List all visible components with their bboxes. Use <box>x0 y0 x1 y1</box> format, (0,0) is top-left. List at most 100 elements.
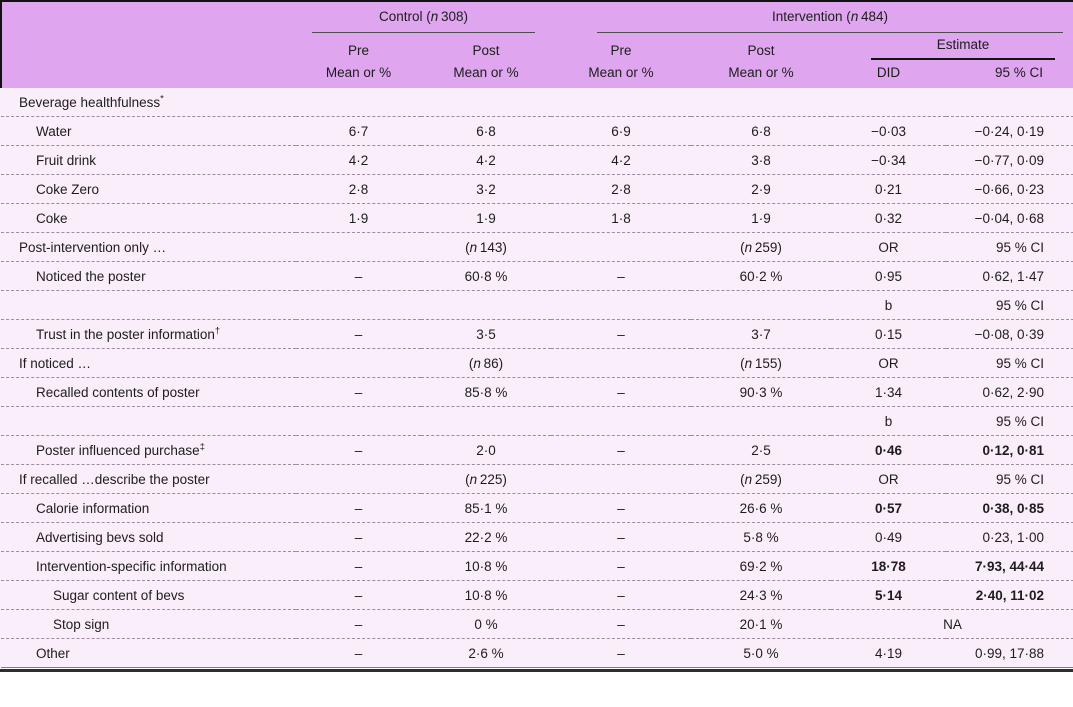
control-pre-cell: – <box>296 435 421 465</box>
table-row: If noticed … (n 86) (n 155) OR 95 % CI <box>1 348 1073 378</box>
row-label: Other <box>1 638 296 668</box>
table-row: Recalled contents of poster –85·8 % –90·3 … <box>1 377 1073 407</box>
intervention-pre-cell <box>551 464 692 494</box>
intervention-post-cell: 69·2 % <box>691 551 832 581</box>
ci-cell: 0·12, 0·81 <box>946 435 1073 465</box>
control-post-cell: 3·5 <box>421 319 552 349</box>
estimate-na-cell: NA <box>831 609 1073 639</box>
control-post-cell: 3·2 <box>421 174 552 204</box>
intervention-post-units: Mean or % <box>728 65 794 80</box>
intervention-post-cell: 5·8 % <box>691 522 832 552</box>
control-pre-cell: – <box>296 319 421 349</box>
control-post-cell: 10·8 % <box>421 580 552 610</box>
control-pre-cell: – <box>296 551 421 581</box>
header-units-row: Mean or % Mean or % Mean or % Mean or % … <box>1 60 1073 88</box>
ci-cell: −0·24, 0·19 <box>946 116 1073 146</box>
control-pre-cell: – <box>296 580 421 610</box>
row-label: Coke Zero <box>1 174 296 204</box>
did-cell: −0·03 <box>831 116 947 146</box>
row-label: Beverage healthfulness* <box>19 93 164 110</box>
table-row: b 95 % CI <box>1 406 1073 436</box>
header-spacer <box>1 33 296 60</box>
row-label: Intervention-specific information <box>1 551 296 581</box>
intervention-pre-cell: 1·8 <box>551 203 692 233</box>
intervention-post-cell: 3·8 <box>691 145 832 175</box>
ci-cell: 0·38, 0·85 <box>946 493 1073 523</box>
control-post-cell <box>421 406 552 436</box>
header-spacer <box>1 60 296 88</box>
ci-cell: −0·08, 0·39 <box>946 319 1073 349</box>
row-label: Trust in the poster information† <box>1 319 296 349</box>
control-pre-cell: 6·7 <box>296 116 421 146</box>
control-pre-cell: – <box>296 377 421 407</box>
control-pre-cell: – <box>296 522 421 552</box>
row-label: Fruit drink <box>1 145 296 175</box>
control-group-label: Control (n 308) <box>312 2 536 33</box>
table-row: Coke 1·9 1·9 1·8 1·9 0·32 −0·04, 0·68 <box>1 203 1073 233</box>
did-cell: 5·14 <box>831 580 947 610</box>
did-cell: 0·32 <box>831 203 947 233</box>
control-post-units: Mean or % <box>453 65 519 80</box>
intervention-post-cell: 26·6 % <box>691 493 832 523</box>
table-row: Calorie information –85·1 % –26·6 % 0·57 0·3… <box>1 493 1073 523</box>
intervention-pre-cell: – <box>551 580 692 610</box>
intervention-post-cell <box>691 406 832 436</box>
intervention-post-cell <box>691 88 831 117</box>
intervention-pre-cell: 4·2 <box>551 145 692 175</box>
table-row: If recalled …describe the poster (n 225) (… <box>1 464 1073 494</box>
intervention-post-cell: 24·3 % <box>691 580 832 610</box>
ci-cell: 95 % CI <box>946 348 1073 378</box>
row-label: Poster influenced purchase‡ <box>1 435 296 465</box>
did-cell: −0·34 <box>831 145 947 175</box>
intervention-post-cell: 2·9 <box>691 174 832 204</box>
ci-cell: 7·93, 44·44 <box>946 551 1073 581</box>
ci-cell: 95 % CI <box>946 464 1073 494</box>
control-pre-cell: – <box>296 638 421 668</box>
intervention-post-cell: 6·8 <box>691 116 832 146</box>
control-pre-cell <box>296 290 421 320</box>
header-sub-row: Pre Post Pre Post Estimate <box>1 33 1073 60</box>
did-cell: OR <box>831 464 947 494</box>
control-post-cell: (n 86) <box>421 348 552 378</box>
table-row: Poster influenced purchase‡ –2·0–2·5 0·46 0… <box>1 435 1073 465</box>
intervention-pre-cell <box>551 290 692 320</box>
table-row: Post-intervention only … (n 143) (n 259) OR… <box>1 232 1073 262</box>
ci-cell: −0·77, 0·09 <box>946 145 1073 175</box>
control-group-header-cell: Control (n 308) <box>296 1 551 33</box>
intervention-post-cell: 1·9 <box>691 203 832 233</box>
control-post-cell: 2·6 % <box>421 638 552 668</box>
control-pre-cell <box>296 232 421 262</box>
intervention-pre-units: Mean or % <box>588 65 654 80</box>
table-row: Other –2·6 % –5·0 % 4·19 0·99, 17·88 <box>1 638 1073 668</box>
table-row: Intervention-specific information –10·8 %… <box>1 551 1073 581</box>
did-cell <box>831 88 946 117</box>
intervention-post-header: Post <box>747 43 775 58</box>
control-pre-cell <box>296 406 421 436</box>
control-post-cell <box>421 290 552 320</box>
intervention-pre-cell: 6·9 <box>551 116 692 146</box>
intervention-pre-cell: – <box>551 319 692 349</box>
intervention-pre-cell: – <box>551 435 692 465</box>
did-header: DID <box>876 65 901 80</box>
row-label: Sugar content of bevs <box>1 580 296 610</box>
row-label: Water <box>1 116 296 146</box>
did-cell: 1·34 <box>831 377 947 407</box>
control-post-cell: 60·8 % <box>421 261 552 291</box>
control-pre-cell: – <box>296 493 421 523</box>
ci-cell: 95 % CI <box>946 290 1073 320</box>
intervention-pre-cell: – <box>551 609 692 639</box>
intervention-pre-cell <box>551 88 691 117</box>
row-label: Coke <box>1 203 296 233</box>
table-row: Water 6·7 6·8 6·9 6·8 −0·03 −0·24, 0·19 <box>1 116 1073 146</box>
intervention-pre-cell: 2·8 <box>551 174 692 204</box>
intervention-post-cell: (n 155) <box>691 348 832 378</box>
ci-cell: 0·62, 2·90 <box>946 377 1073 407</box>
intervention-post-cell: (n 259) <box>691 464 832 494</box>
intervention-post-cell <box>691 290 832 320</box>
estimate-header-cell: Estimate <box>831 33 1073 60</box>
control-post-cell: 0 % <box>421 609 552 639</box>
table-row: Fruit drink 4·2 4·2 4·2 3·8 −0·34 −0·77, 0·09 <box>1 145 1073 175</box>
table-row: b 95 % CI <box>1 290 1073 320</box>
intervention-post-cell: 90·3 % <box>691 377 832 407</box>
table-row: Advertising bevs sold –22·2 % –5·8 % 0·49 0·… <box>1 522 1073 552</box>
